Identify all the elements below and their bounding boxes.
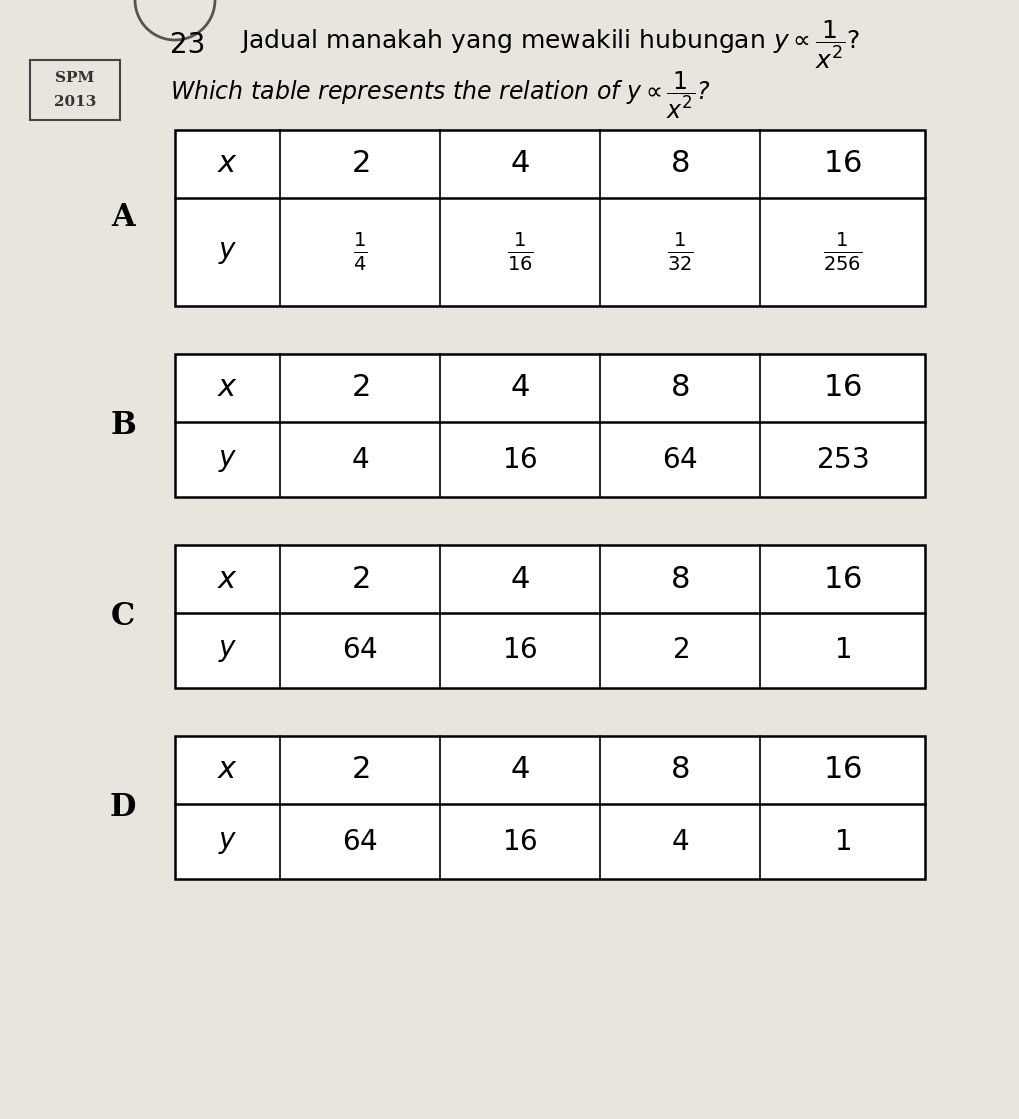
Text: D: D <box>110 792 137 822</box>
Text: $8$: $8$ <box>669 755 689 784</box>
Text: $8$: $8$ <box>669 374 689 403</box>
Text: $64$: $64$ <box>341 637 377 665</box>
Text: $16$: $16$ <box>501 445 537 473</box>
Text: $16$: $16$ <box>501 637 537 665</box>
Text: 23: 23 <box>170 31 205 59</box>
Text: $2$: $2$ <box>351 150 369 179</box>
Text: $16$: $16$ <box>822 150 861 179</box>
Text: SPM: SPM <box>55 70 95 85</box>
Text: A: A <box>111 203 135 234</box>
Text: $y$: $y$ <box>218 238 237 266</box>
Text: $y$: $y$ <box>218 827 237 856</box>
Text: $4$: $4$ <box>351 445 369 473</box>
Text: $4$: $4$ <box>510 755 529 784</box>
Text: $x$: $x$ <box>217 374 237 403</box>
Text: $4$: $4$ <box>671 827 689 856</box>
Text: 2013: 2013 <box>54 95 96 109</box>
Text: $2$: $2$ <box>351 564 369 593</box>
Text: $16$: $16$ <box>501 827 537 856</box>
Text: $64$: $64$ <box>341 827 377 856</box>
Text: $x$: $x$ <box>217 564 237 593</box>
Text: $2$: $2$ <box>351 374 369 403</box>
Text: $x$: $x$ <box>217 755 237 784</box>
Text: $8$: $8$ <box>669 564 689 593</box>
Text: $1$: $1$ <box>834 827 850 856</box>
Text: B: B <box>110 410 136 441</box>
FancyBboxPatch shape <box>30 60 120 120</box>
Text: $2$: $2$ <box>351 755 369 784</box>
Bar <box>175 130 924 305</box>
Text: $16$: $16$ <box>822 755 861 784</box>
Text: $y$: $y$ <box>218 445 237 473</box>
Text: $2$: $2$ <box>671 637 688 665</box>
Bar <box>175 354 924 497</box>
Bar <box>175 545 924 688</box>
Text: $\frac{1}{32}$: $\frac{1}{32}$ <box>666 231 693 273</box>
Text: C: C <box>111 601 135 632</box>
Text: $\frac{1}{4}$: $\frac{1}{4}$ <box>353 231 367 273</box>
Text: $16$: $16$ <box>822 564 861 593</box>
Text: $1$: $1$ <box>834 637 850 665</box>
Text: $4$: $4$ <box>510 564 529 593</box>
Text: $4$: $4$ <box>510 150 529 179</box>
Text: $16$: $16$ <box>822 374 861 403</box>
Text: $8$: $8$ <box>669 150 689 179</box>
Text: Which table represents the relation of $y \propto \dfrac{1}{x^2}$?: Which table represents the relation of $… <box>170 69 709 121</box>
Text: $253$: $253$ <box>815 445 868 473</box>
Text: Jadual manakah yang mewakili hubungan $y \propto \dfrac{1}{x^2}$?: Jadual manakah yang mewakili hubungan $y… <box>239 19 859 72</box>
Text: $\frac{1}{256}$: $\frac{1}{256}$ <box>822 231 861 273</box>
Text: $4$: $4$ <box>510 374 529 403</box>
Bar <box>175 736 924 880</box>
Text: $\frac{1}{16}$: $\frac{1}{16}$ <box>506 231 533 273</box>
Text: $x$: $x$ <box>217 150 237 179</box>
Text: $64$: $64$ <box>661 445 697 473</box>
Text: $y$: $y$ <box>218 637 237 665</box>
